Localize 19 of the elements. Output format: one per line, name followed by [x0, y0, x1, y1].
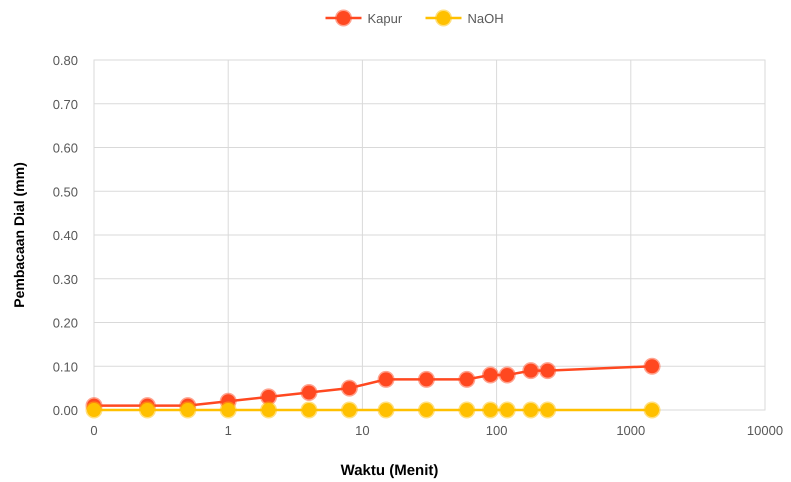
y-tick-label: 0.50	[52, 184, 78, 200]
x-axis-title: Waktu (Menit)	[340, 462, 438, 479]
legend-label: NaOH	[468, 11, 504, 26]
x-tick-label: 1000	[616, 423, 646, 438]
y-tick-label: 0.00	[52, 403, 78, 418]
y-tick-label: 0.60	[52, 140, 78, 156]
y-axis-title: Pembacaan Dial (mm)	[11, 162, 27, 308]
y-tick-label: 0.20	[52, 316, 78, 330]
x-tick-label: 10000	[746, 423, 784, 438]
x-tick-label: 0	[90, 423, 98, 438]
y-tick-label: 0.80	[52, 53, 78, 68]
y-tick-label: 0.70	[52, 96, 78, 112]
x-tick-label: 1	[224, 423, 232, 438]
x-tick-label: 100	[486, 423, 508, 438]
y-tick-label: 0.40	[52, 228, 78, 243]
x-tick-label: 10	[355, 423, 370, 438]
y-tick-label: 0.10	[52, 359, 78, 374]
y-tick-label: 0.30	[52, 272, 78, 287]
legend-label: Kapur	[368, 11, 403, 26]
